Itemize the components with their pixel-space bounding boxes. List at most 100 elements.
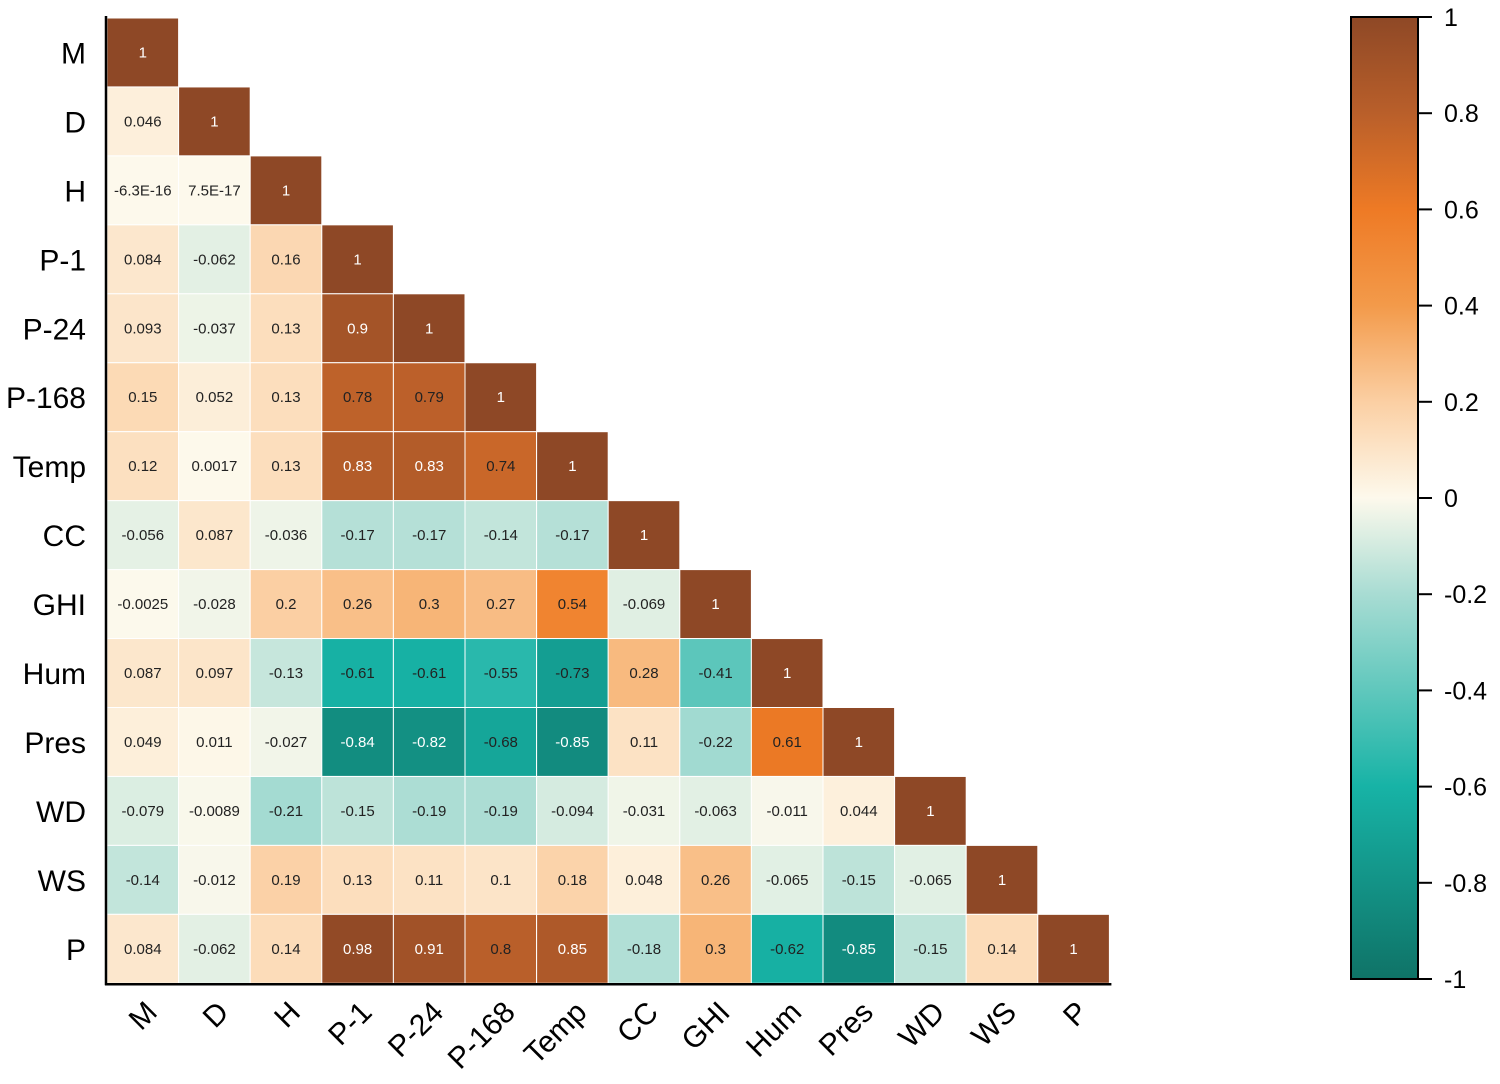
cell-value-label: 0.049 xyxy=(124,734,162,751)
cell-value-label: -0.73 xyxy=(555,665,589,682)
colorbar-tick-label: 0.4 xyxy=(1444,293,1479,321)
heatmap-cell-Pres-Pres xyxy=(822,707,896,777)
heatmap-cell-WS-Pres xyxy=(822,844,896,915)
heatmap-cell-CC-Temp xyxy=(536,500,609,571)
row-label-p-1: P-1 xyxy=(39,244,86,277)
cell-value-label: 0.19 xyxy=(271,872,300,889)
cell-value-label: 1 xyxy=(1069,941,1077,958)
row-label-ws: WS xyxy=(38,865,86,898)
cell-value-label: -0.19 xyxy=(412,803,446,820)
cell-value-label: 1 xyxy=(783,665,791,682)
colorbar: 1 0.8 0.6 0.4 0.2 0 -0.2 -0.4 -0.6 -0.8 -1 xyxy=(1350,4,1487,994)
column-label-h: H xyxy=(268,996,307,1035)
heatmap-cell-Temp-Temp xyxy=(536,431,609,502)
cell-value-label: -0.13 xyxy=(269,665,303,682)
cell-value-label: 0.15 xyxy=(128,389,157,406)
heatmap-cell-CC-M xyxy=(106,500,180,571)
cell-value-label: 1 xyxy=(855,734,863,751)
cell-value-label: 0.13 xyxy=(343,872,372,889)
cell-value-label: 0.16 xyxy=(271,251,300,268)
cell-value-label: -0.17 xyxy=(340,527,374,544)
cell-value-label: -0.61 xyxy=(340,665,374,682)
cell-value-label: -0.14 xyxy=(126,872,160,889)
cell-value-label: 0.26 xyxy=(701,872,730,889)
cell-value-label: 0.11 xyxy=(415,872,443,889)
heatmap-cell-H-H xyxy=(249,155,323,226)
heatmap-cell-P-1-P-1 xyxy=(321,224,394,295)
cell-value-label: 1 xyxy=(353,251,361,268)
heatmap-cell-P-168-P-168 xyxy=(464,362,538,433)
heatmap-cell-P-CC xyxy=(607,913,681,984)
cell-value-label: 0.087 xyxy=(196,527,234,544)
cell-value-label: -0.61 xyxy=(412,665,446,682)
column-label-wd: WD xyxy=(893,996,952,1055)
heatmap-cell-P-24-P-1 xyxy=(321,293,394,364)
heatmap-cell-WS-P-168 xyxy=(464,844,538,915)
heatmap-cell-WD-Temp xyxy=(536,775,609,846)
cell-value-label: 1 xyxy=(210,113,218,130)
colorbar-tick-label: -1 xyxy=(1444,966,1466,994)
cell-value-label: -0.012 xyxy=(193,872,236,889)
heatmap-cell-WD-P-1 xyxy=(321,775,394,846)
heatmap-cell-M-M xyxy=(106,17,180,88)
cell-value-label: 1 xyxy=(425,320,433,337)
cell-value-label: -0.027 xyxy=(265,734,308,751)
cell-value-label: -0.85 xyxy=(842,941,876,958)
cell-value-label: 0.14 xyxy=(987,941,1016,958)
cell-value-label: -0.037 xyxy=(193,320,236,337)
colorbar-tick-label: -0.2 xyxy=(1444,581,1487,609)
cell-value-label: -0.079 xyxy=(122,803,165,820)
cell-value-label: 0.011 xyxy=(196,734,232,751)
heatmap-cell-WS-WS xyxy=(965,844,1039,915)
column-label-ws: WS xyxy=(965,996,1023,1054)
cell-value-label: -0.069 xyxy=(623,596,666,613)
heatmap-cell-CC-H xyxy=(249,500,323,571)
column-label-p-1: P-1 xyxy=(322,996,378,1052)
row-label-p-168: P-168 xyxy=(6,382,86,415)
heatmap-cell-P-168-H xyxy=(249,362,323,433)
cell-value-label: 0.093 xyxy=(124,320,162,337)
row-label-temp: Temp xyxy=(13,451,86,484)
heatmap-cell-WD-H xyxy=(249,775,323,846)
heatmap-cells: 1 0.046 1 -6.3E-16 7.5E-17 1 0.084 -0.062 0.16 1 0… xyxy=(106,17,1110,984)
column-label-m: M xyxy=(123,996,164,1037)
cell-value-label: 0.28 xyxy=(629,665,658,682)
cell-value-label: -0.19 xyxy=(484,803,518,820)
heatmap-cell-Temp-M xyxy=(106,431,180,502)
cell-value-label: 0.087 xyxy=(124,665,162,682)
cell-value-label: -0.85 xyxy=(555,734,589,751)
cell-value-label: -0.15 xyxy=(913,941,947,958)
heatmap-cell-WS-H xyxy=(249,844,323,915)
heatmap-cell-WS-P-1 xyxy=(321,844,394,915)
heatmap-cell-P-H xyxy=(249,913,323,984)
heatmap-cell-P-P-1 xyxy=(321,913,394,984)
cell-value-label: 0.1 xyxy=(490,872,511,889)
cell-value-label: -0.62 xyxy=(770,941,804,958)
heatmap-cell-WD-Hum xyxy=(750,775,824,846)
cell-value-label: 0.98 xyxy=(343,941,372,958)
cell-value-label: 0.3 xyxy=(705,941,726,958)
heatmap-cell-Hum-GHI xyxy=(679,638,752,708)
cell-value-label: 0.097 xyxy=(196,665,234,682)
cell-value-label: -0.15 xyxy=(842,872,876,889)
heatmap-cell-Temp-P-168 xyxy=(464,431,538,502)
colorbar-tick-label: 0.8 xyxy=(1444,100,1479,128)
heatmap-cell-Pres-P-1 xyxy=(321,707,394,777)
cell-value-label: 0.9 xyxy=(347,320,368,337)
cell-value-label: -0.056 xyxy=(122,527,165,544)
heatmap-cell-Hum-D xyxy=(178,638,251,708)
column-label-p: P xyxy=(1057,996,1094,1033)
cell-value-label: -0.094 xyxy=(551,803,594,820)
heatmap-cell-Pres-M xyxy=(106,707,180,777)
heatmap-cell-H-M xyxy=(106,155,180,226)
colorbar-tick-label: -0.6 xyxy=(1444,774,1487,802)
cell-value-label: -0.14 xyxy=(484,527,518,544)
cell-value-label: -0.028 xyxy=(193,596,236,613)
heatmap-cell-GHI-M xyxy=(106,569,180,640)
row-label-cc: CC xyxy=(43,520,86,553)
cell-value-label: 0.046 xyxy=(124,113,162,130)
heatmap-cell-P-P-24 xyxy=(392,913,466,984)
colorbar-tick-label: 0 xyxy=(1444,485,1458,513)
cell-value-label: 1 xyxy=(711,596,719,613)
